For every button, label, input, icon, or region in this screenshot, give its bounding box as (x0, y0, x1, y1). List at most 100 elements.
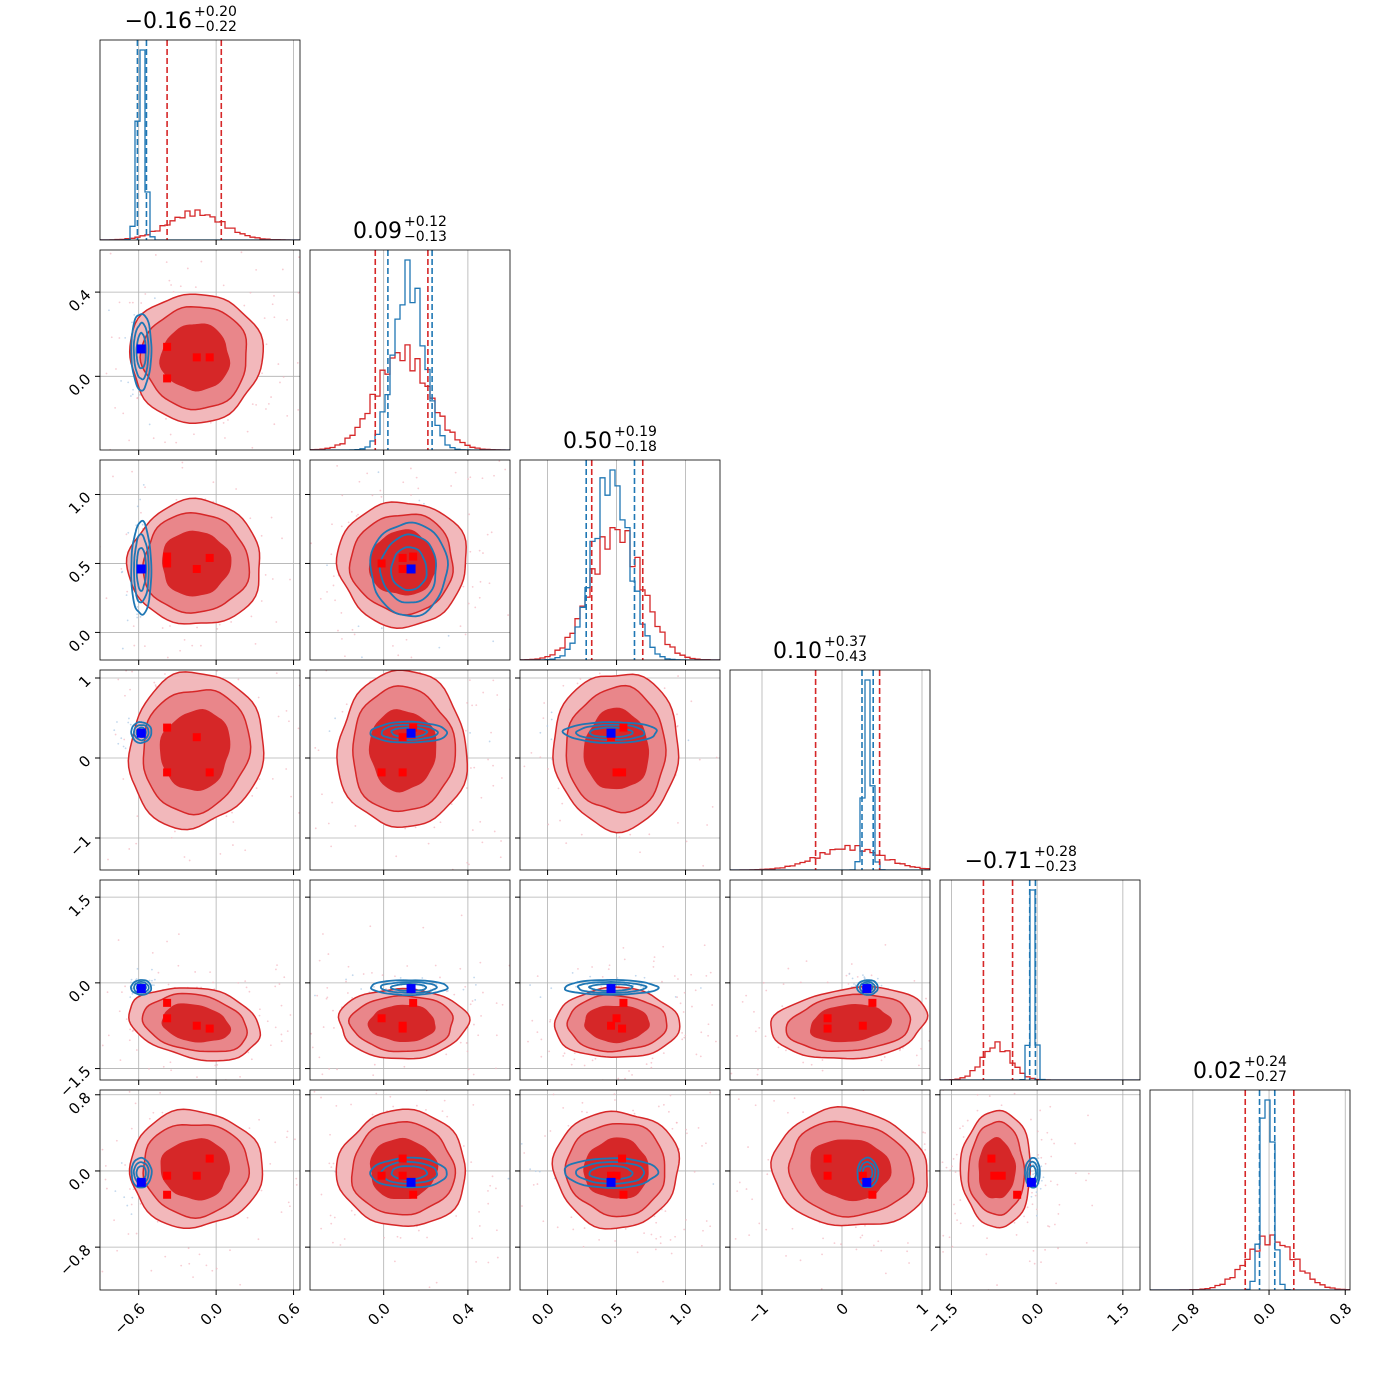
sample-point (501, 1003, 504, 1006)
sample-point (496, 1006, 498, 1008)
sample-point (354, 825, 357, 827)
blue-histogram (520, 469, 720, 660)
sample-point (493, 474, 495, 477)
sample-point (737, 1098, 740, 1101)
sample-point (502, 1083, 504, 1085)
sample-point (495, 1229, 498, 1232)
sample-point (136, 606, 139, 608)
sample-point (361, 656, 363, 659)
sample-point (478, 549, 481, 552)
sample-point (534, 1170, 537, 1173)
sample-point (662, 1103, 665, 1106)
sample-point (170, 484, 172, 486)
sample-point (543, 702, 546, 704)
sample-point (215, 1267, 218, 1270)
sample-point (938, 1124, 940, 1126)
sample-point (705, 974, 708, 977)
sample-point (491, 1042, 493, 1044)
sample-point (132, 625, 135, 628)
sample-point (1035, 1214, 1038, 1217)
sample-point (84, 452, 86, 454)
sample-point (810, 1063, 813, 1066)
sample-point (766, 1173, 769, 1176)
sample-point (899, 1049, 901, 1052)
sample-point (151, 951, 154, 954)
sample-point (135, 978, 138, 980)
sample-point (955, 1153, 958, 1156)
sample-point (112, 475, 114, 478)
panel-title-5: 0.02 +0.24−0.27 (1193, 1054, 1287, 1085)
sample-point (664, 1210, 667, 1213)
sample-point (117, 742, 120, 745)
sample-point (907, 1242, 909, 1244)
sample-point (291, 703, 293, 705)
sample-point (639, 918, 641, 920)
sample-point (469, 682, 471, 684)
sample-point (544, 1135, 546, 1137)
panel-frame (309, 249, 511, 451)
sample-point (877, 1240, 880, 1243)
sample-point (304, 1017, 306, 1019)
sample-point (122, 788, 124, 790)
sample-point (468, 513, 471, 516)
sample-point (104, 1164, 107, 1167)
panel-frame (99, 879, 301, 1081)
sample-point (269, 754, 271, 756)
sample-point (1031, 1191, 1033, 1194)
sample-point (674, 1235, 677, 1238)
sample-point (130, 1213, 133, 1216)
sample-point (54, 1068, 56, 1070)
sample-point (341, 710, 344, 713)
sample-point (303, 907, 305, 909)
sample-point (251, 794, 254, 797)
sample-point (706, 824, 709, 826)
sample-point (270, 396, 272, 398)
sample-point (295, 1184, 298, 1186)
sample-point (936, 1037, 938, 1039)
sample-point (155, 685, 157, 688)
sample-point (913, 979, 916, 982)
sample-point (470, 1161, 473, 1163)
sample-point (290, 795, 292, 798)
sample-point (261, 372, 263, 375)
sample-point (631, 616, 633, 618)
sample-point (681, 1072, 683, 1074)
sample-point (633, 1112, 636, 1115)
sample-point (570, 1063, 573, 1066)
x-tick-label: 0 (833, 1300, 852, 1319)
sample-point (513, 937, 515, 939)
sample-point (704, 1028, 706, 1030)
sample-point (502, 754, 504, 756)
red-contour-inner (978, 1137, 1017, 1199)
red-contour-inner (584, 1005, 650, 1044)
sample-point (528, 657, 530, 659)
panel-title-2: 0.50 +0.19−0.18 (563, 424, 657, 455)
sample-point (527, 786, 529, 788)
sample-point (643, 976, 646, 979)
sample-point (131, 393, 134, 396)
sample-point (600, 985, 602, 988)
sample-point (490, 531, 493, 534)
blue-contour (369, 1156, 448, 1189)
sample-point (125, 594, 128, 596)
sample-point (520, 747, 522, 749)
sample-point (300, 298, 302, 300)
blue-contour (378, 533, 437, 604)
sample-point (295, 1177, 298, 1180)
sample-point (536, 1031, 539, 1034)
sample-point (962, 1125, 964, 1128)
sample-point (480, 1014, 482, 1017)
blue-contour (129, 979, 153, 996)
sample-point (340, 612, 343, 614)
sample-point (418, 665, 420, 667)
sample-point (996, 1284, 998, 1286)
sample-point (287, 1201, 290, 1204)
sample-point (474, 999, 477, 1001)
sample-point (231, 811, 233, 814)
sample-point (782, 983, 785, 985)
sample-point (854, 1226, 857, 1229)
sample-point (1033, 1262, 1036, 1265)
blue-marker (136, 984, 146, 994)
sample-point (152, 1111, 155, 1114)
sample-point (216, 1064, 219, 1066)
